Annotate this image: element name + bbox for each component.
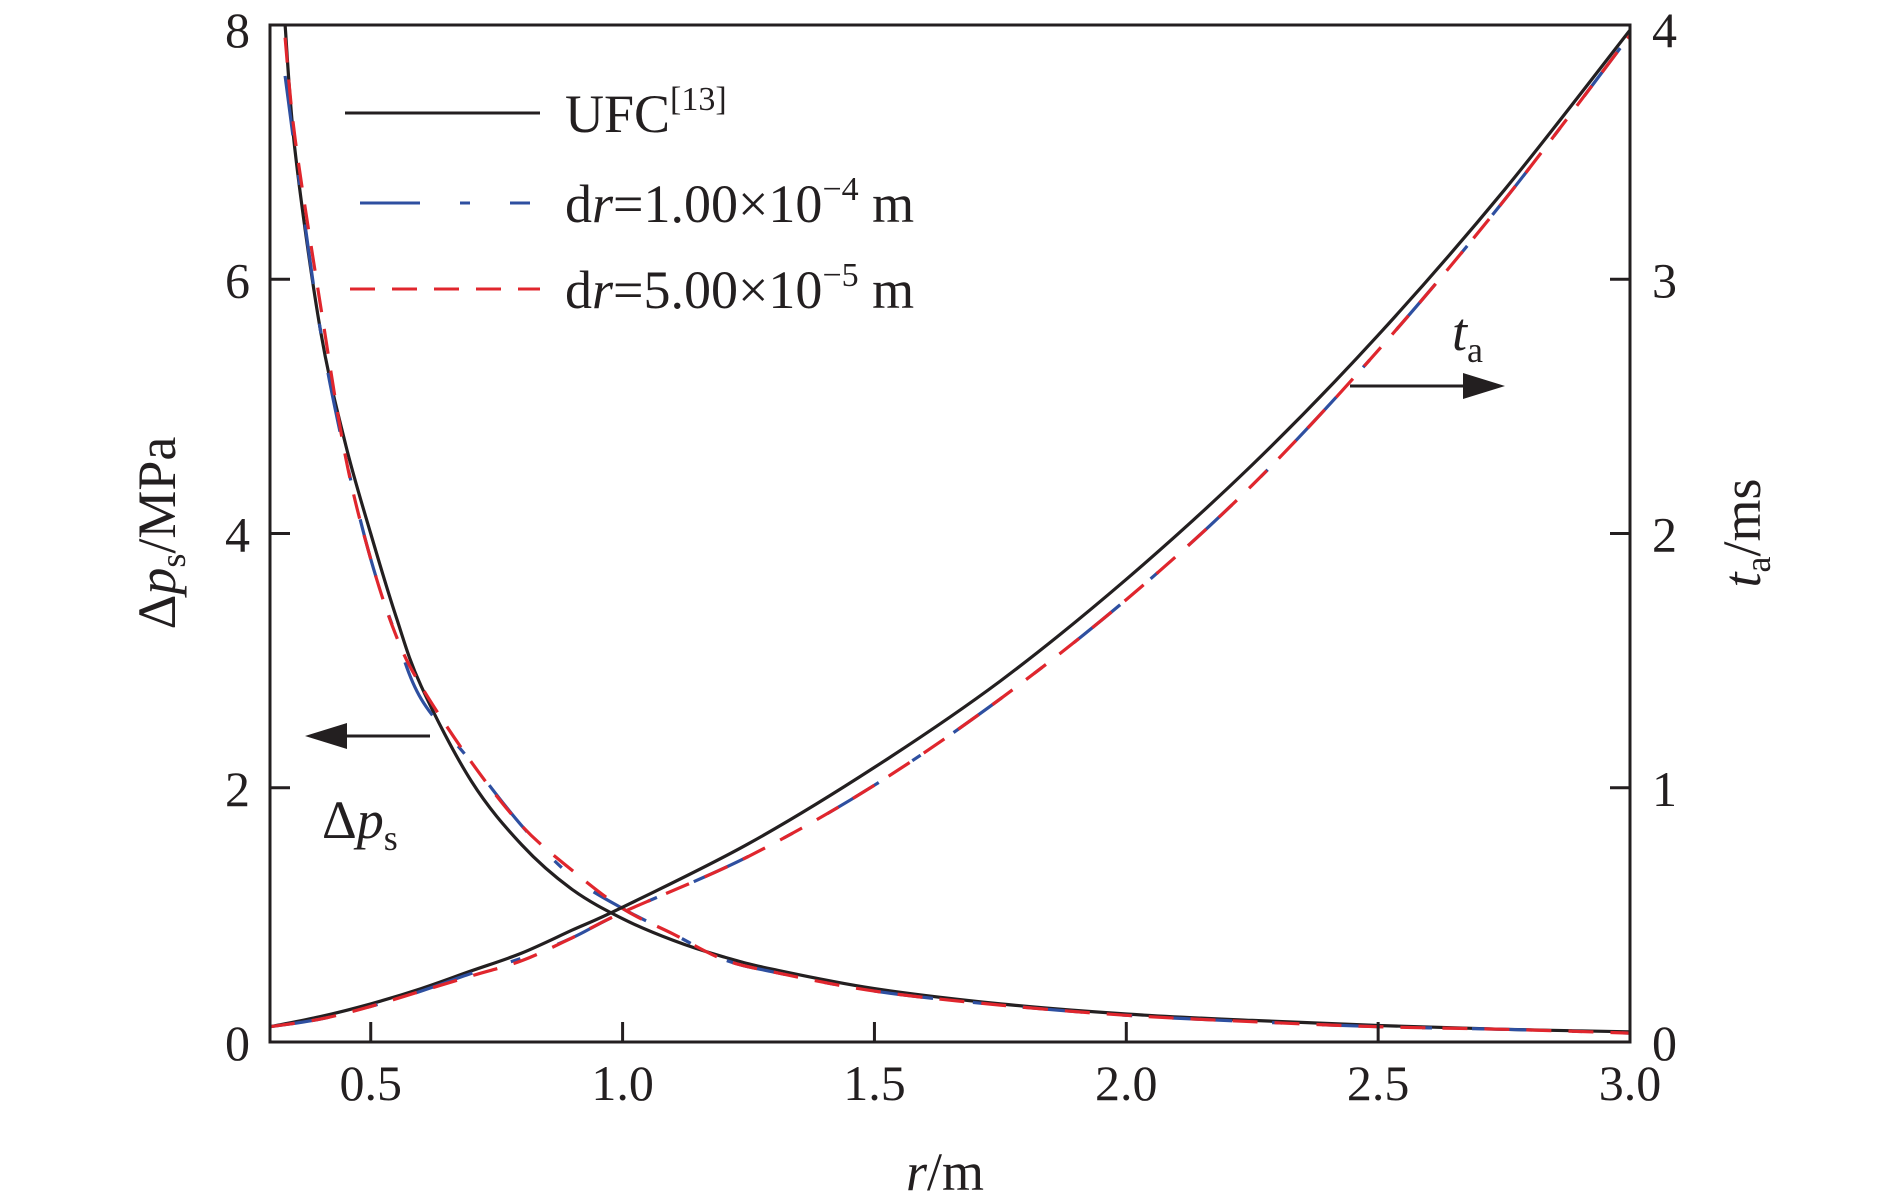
arrow-right-head (1463, 373, 1505, 399)
y-left-tick-label: 0 (225, 1015, 250, 1071)
y-right-tick-label: 4 (1652, 2, 1677, 58)
series-line-left-2 (283, 37, 1630, 1035)
series-line-right-3 (270, 29, 1630, 1029)
y-right-ticks: 0 1 2 3 4 (1610, 2, 1677, 1071)
x-tick-label: 3.0 (1599, 1055, 1662, 1111)
y-left-ticks: 0 2 4 6 8 (225, 2, 290, 1071)
legend: UFC[13] dr=1.00×10−4 m dr=5.00×10−5 m (345, 81, 914, 320)
y-left-tick-label: 2 (225, 761, 250, 817)
x-tick-label: 1.5 (843, 1055, 906, 1111)
y-left-tick-label: 6 (225, 252, 250, 308)
y-left-axis-title: Δps/MPa (127, 437, 193, 630)
x-tick-label: 1.0 (591, 1055, 654, 1111)
y-right-axis-title: ta/ms (1712, 478, 1778, 587)
x-tick-label: 2.5 (1347, 1055, 1410, 1111)
series-line-left-1 (283, 75, 1630, 1035)
legend-label-dr1: dr=1.00×10−4 m (565, 171, 914, 234)
x-axis-title: r/m (906, 1142, 984, 1195)
series-line-right-5 (270, 34, 1630, 1029)
x-ticks: 0.5 1.0 1.5 2.0 2.5 3.0 (339, 1022, 1661, 1111)
y-right-tick-label: 1 (1652, 761, 1677, 817)
y-left-tick-label: 4 (225, 507, 250, 563)
y-right-tick-label: 0 (1652, 1015, 1677, 1071)
annotation-dps-label: Δps (322, 790, 398, 858)
series-line-left-0 (283, 25, 1630, 1034)
legend-label-dr2: dr=5.00×10−5 m (565, 257, 914, 320)
series-line-right-4 (270, 34, 1630, 1029)
y-right-tick-label: 2 (1652, 507, 1677, 563)
arrow-left-head (305, 723, 347, 749)
y-left-tick-label: 8 (225, 2, 250, 58)
annotation-dps: Δps (305, 723, 430, 858)
legend-label-ufc: UFC[13] (565, 81, 727, 144)
series-layer (270, 25, 1630, 1035)
y-right-tick-label: 3 (1652, 252, 1677, 308)
x-tick-label: 2.0 (1095, 1055, 1158, 1111)
x-tick-label: 0.5 (339, 1055, 402, 1111)
plot-frame (268, 23, 1632, 1044)
annotation-ta: ta (1350, 302, 1505, 399)
series-group (270, 25, 1630, 1035)
annotation-ta-label: ta (1452, 302, 1483, 370)
